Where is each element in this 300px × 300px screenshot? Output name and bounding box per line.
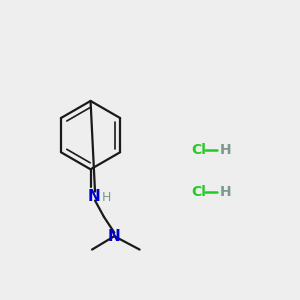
Text: N: N xyxy=(108,229,121,244)
Text: Cl: Cl xyxy=(192,143,206,157)
Text: H: H xyxy=(102,191,111,204)
Text: H: H xyxy=(220,143,232,157)
Text: N: N xyxy=(87,189,100,204)
Text: H: H xyxy=(220,184,232,199)
Text: Cl: Cl xyxy=(192,184,206,199)
